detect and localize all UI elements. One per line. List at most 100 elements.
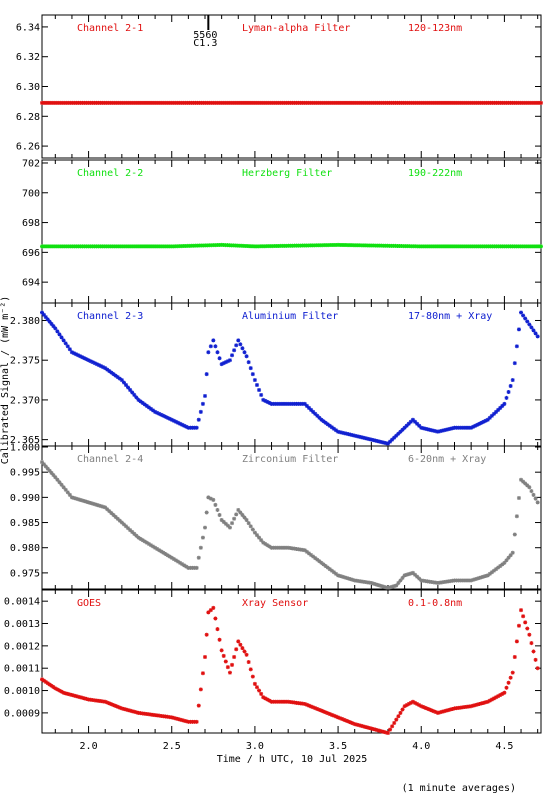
data-point bbox=[277, 545, 282, 550]
data-point bbox=[524, 244, 529, 249]
data-point bbox=[518, 244, 523, 249]
y-tick-label: 0.995 bbox=[10, 468, 40, 479]
data-point bbox=[43, 679, 48, 684]
data-point bbox=[159, 713, 164, 718]
data-point bbox=[292, 700, 297, 705]
data-point bbox=[487, 571, 492, 576]
data-point bbox=[514, 639, 519, 644]
data-point bbox=[190, 719, 195, 724]
data-point bbox=[111, 372, 116, 377]
data-point bbox=[494, 567, 499, 572]
data-point bbox=[510, 670, 515, 675]
data-point bbox=[440, 428, 445, 433]
data-point bbox=[471, 703, 476, 708]
data-point bbox=[506, 555, 511, 560]
data-point bbox=[381, 584, 386, 589]
data-point bbox=[456, 425, 461, 430]
data-point bbox=[271, 401, 276, 406]
flare-marker-class: C1.3 bbox=[193, 38, 217, 49]
data-point bbox=[123, 383, 128, 388]
data-point bbox=[279, 545, 284, 550]
data-point bbox=[487, 698, 492, 703]
data-point bbox=[417, 423, 422, 428]
data-point bbox=[413, 700, 418, 705]
data-point bbox=[377, 583, 382, 588]
y-tick-label: 0.0012 bbox=[4, 641, 40, 652]
data-point bbox=[369, 437, 374, 442]
data-point bbox=[425, 427, 430, 432]
data-point bbox=[171, 557, 176, 562]
data-point bbox=[55, 477, 60, 482]
data-point bbox=[138, 536, 143, 541]
data-point bbox=[265, 399, 270, 404]
y-tick-label: 1.000 bbox=[10, 443, 40, 454]
data-point bbox=[254, 533, 259, 538]
data-point bbox=[373, 438, 378, 443]
data-point bbox=[273, 401, 278, 406]
data-point bbox=[157, 411, 162, 416]
data-point bbox=[415, 574, 420, 579]
data-point bbox=[252, 378, 257, 383]
data-point bbox=[477, 421, 482, 426]
data-point bbox=[50, 100, 55, 105]
data-point bbox=[483, 418, 488, 423]
data-point bbox=[194, 425, 199, 430]
data-point bbox=[388, 585, 393, 590]
y-tick-label: 6.26 bbox=[16, 142, 40, 153]
data-point bbox=[190, 565, 195, 570]
data-point bbox=[398, 429, 403, 434]
data-point bbox=[223, 521, 228, 526]
data-point bbox=[431, 709, 436, 714]
data-point bbox=[333, 428, 338, 433]
data-point bbox=[86, 358, 91, 363]
data-point bbox=[211, 497, 216, 502]
data-point bbox=[82, 356, 87, 361]
data-point bbox=[49, 470, 54, 475]
data-point bbox=[481, 419, 486, 424]
data-point bbox=[128, 708, 133, 713]
data-point bbox=[107, 369, 112, 374]
data-point bbox=[388, 727, 393, 732]
data-point bbox=[452, 578, 457, 583]
data-point bbox=[452, 425, 457, 430]
data-point bbox=[203, 393, 208, 398]
data-point bbox=[140, 538, 145, 543]
data-point bbox=[115, 516, 120, 521]
data-point bbox=[238, 510, 243, 515]
data-point bbox=[47, 319, 52, 324]
data-point bbox=[402, 425, 407, 430]
data-point bbox=[346, 719, 351, 724]
data-point bbox=[367, 725, 372, 730]
data-point bbox=[178, 717, 183, 722]
data-point bbox=[331, 570, 336, 575]
data-point bbox=[500, 691, 505, 696]
data-point bbox=[444, 427, 449, 432]
data-point bbox=[496, 565, 501, 570]
data-point bbox=[458, 425, 463, 430]
data-point bbox=[288, 546, 293, 551]
data-point bbox=[429, 428, 434, 433]
data-point bbox=[306, 551, 311, 556]
data-point bbox=[496, 694, 501, 699]
data-point bbox=[190, 425, 195, 430]
data-point bbox=[390, 437, 395, 442]
data-point bbox=[261, 540, 266, 545]
data-point bbox=[192, 425, 197, 430]
data-point bbox=[388, 439, 393, 444]
data-point bbox=[462, 705, 467, 710]
data-point bbox=[52, 100, 57, 105]
data-point bbox=[219, 518, 224, 523]
y-tick-label: 696 bbox=[22, 248, 40, 259]
data-point bbox=[225, 665, 230, 670]
data-point bbox=[448, 579, 453, 584]
data-point bbox=[433, 580, 438, 585]
data-point bbox=[494, 695, 499, 700]
data-point bbox=[325, 711, 330, 716]
data-point bbox=[269, 401, 274, 406]
data-point bbox=[338, 574, 343, 579]
panel-3: 2.365 2.370 2.375 2.380 Channel 2-3 Aluminium… bbox=[10, 302, 542, 447]
data-point bbox=[361, 724, 366, 729]
data-point bbox=[485, 417, 490, 422]
data-point bbox=[157, 548, 162, 553]
data-point bbox=[512, 655, 517, 660]
